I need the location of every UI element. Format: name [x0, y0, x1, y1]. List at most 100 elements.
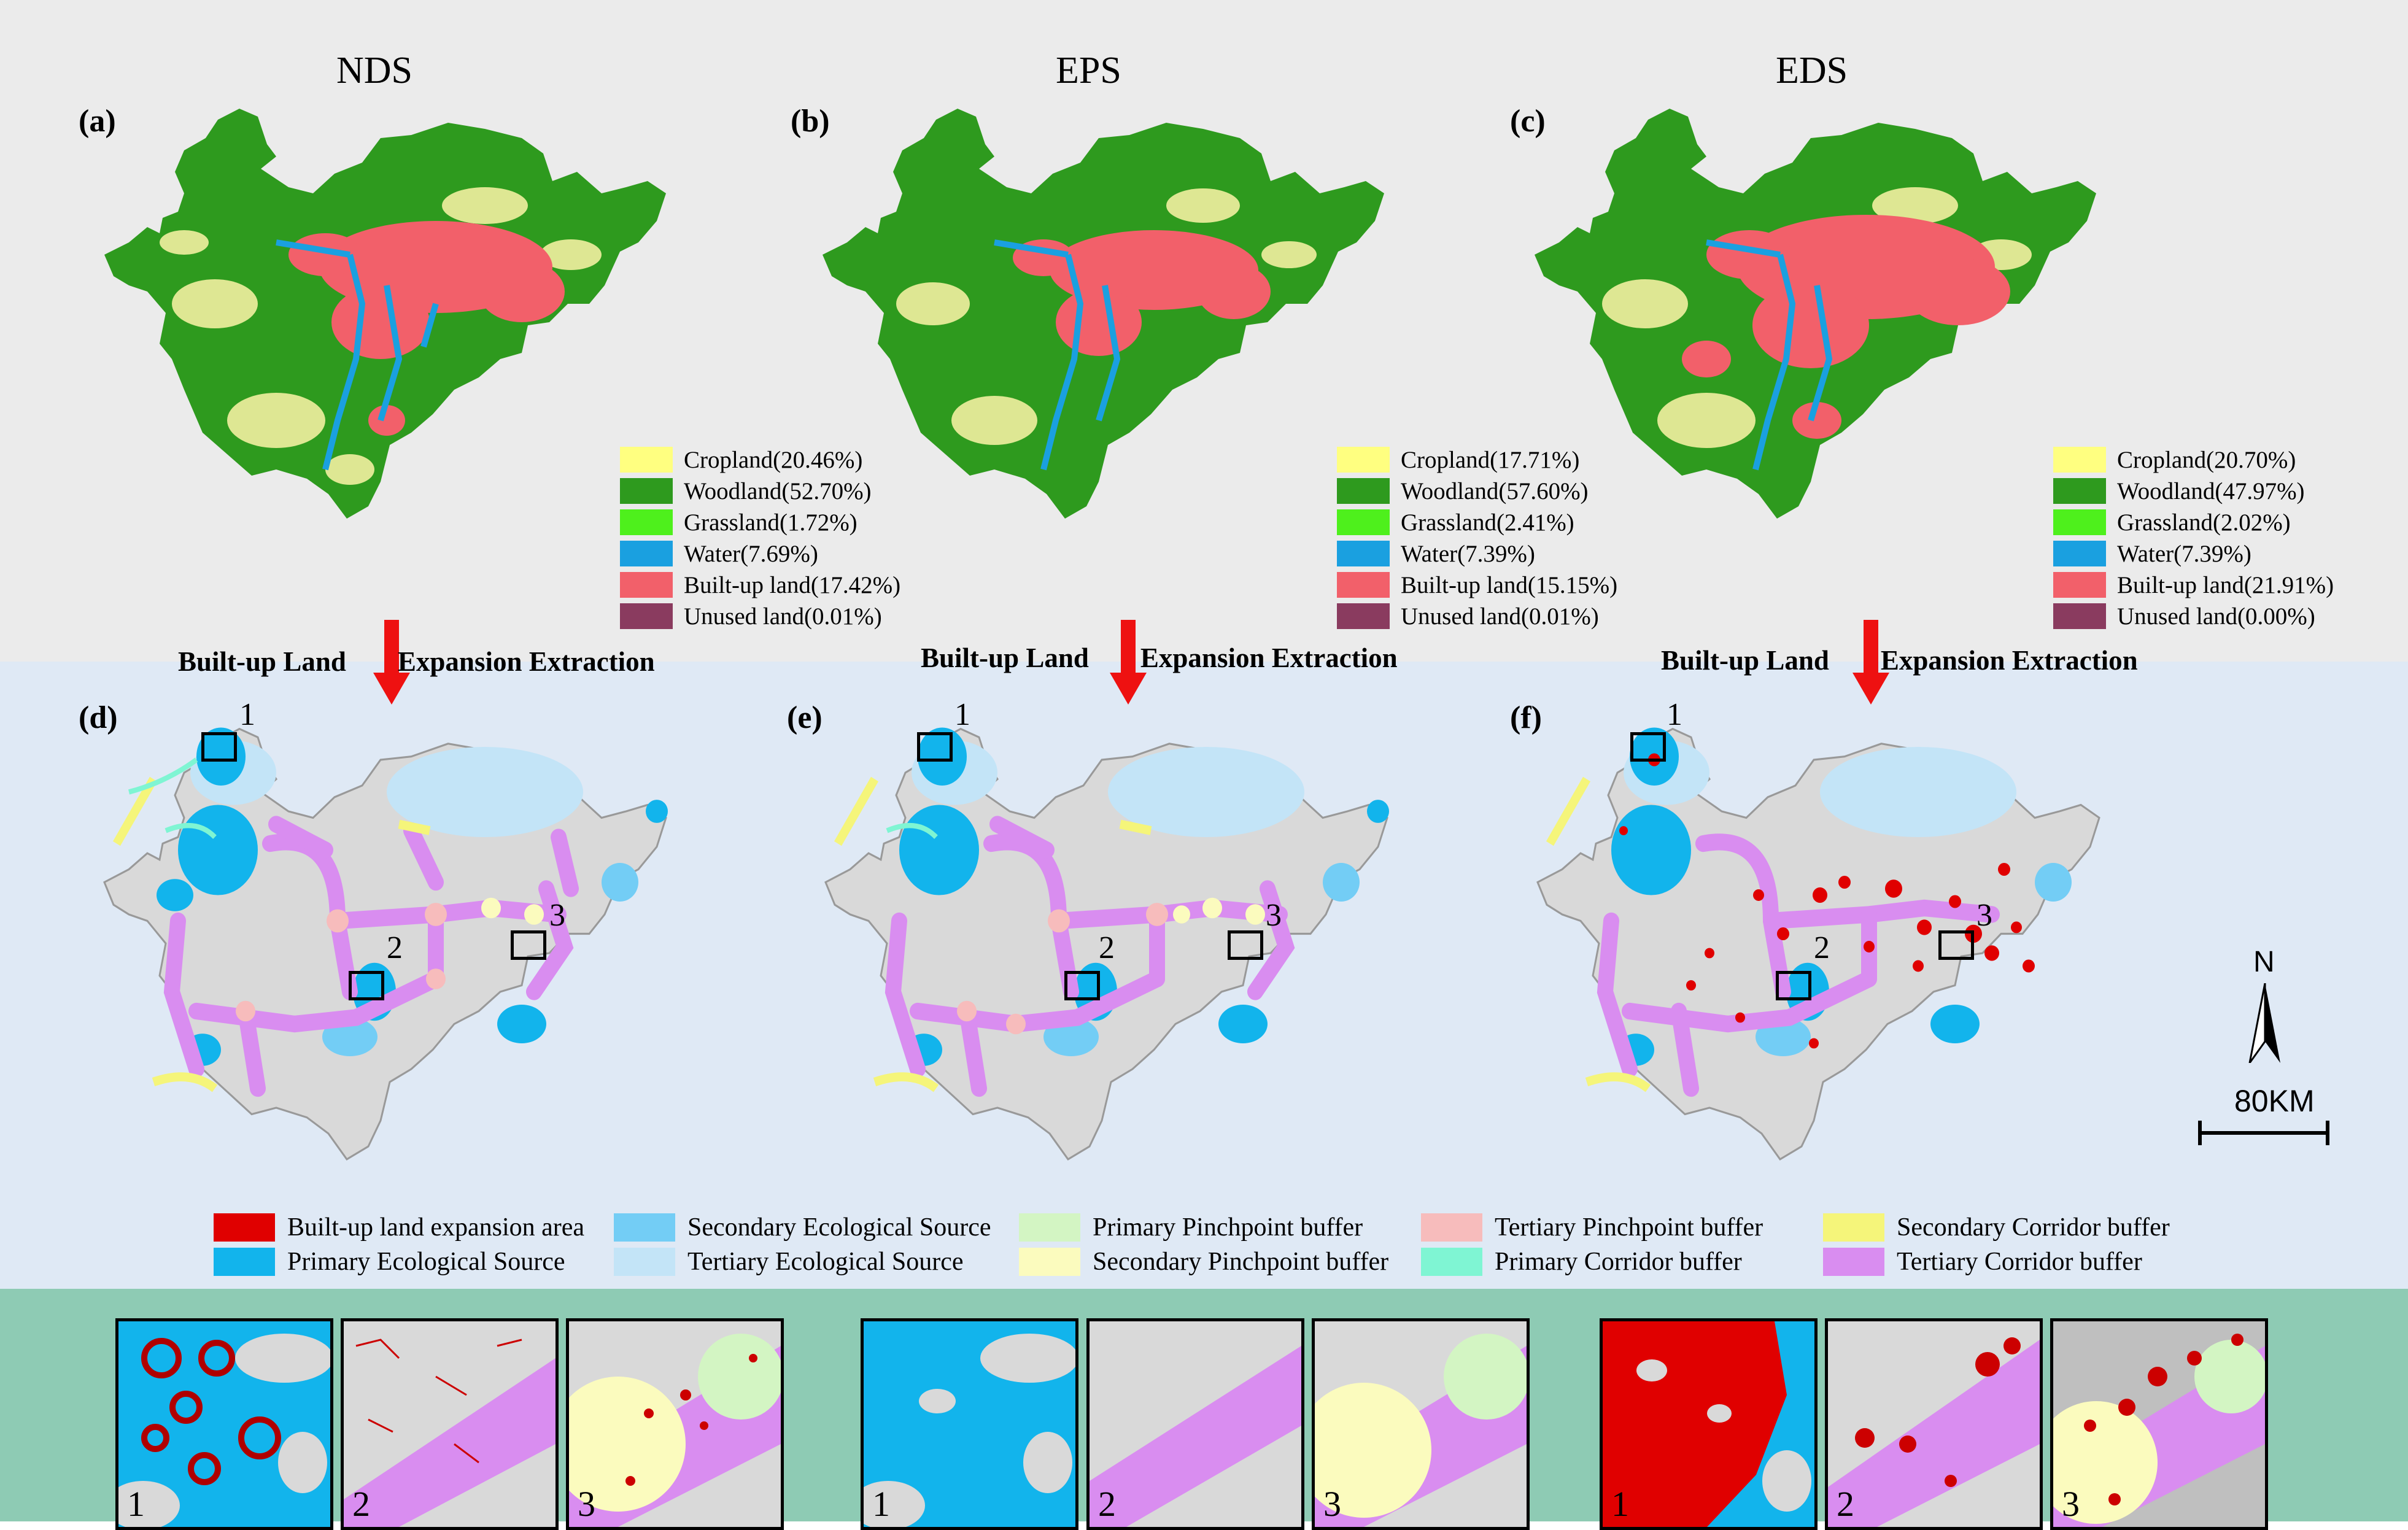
land-use-legend-eps: Cropland(17.71%) Woodland(57.60%) Grassl… — [1337, 446, 1656, 630]
inset-map — [1828, 1321, 2040, 1527]
scale-distance: 80KM — [2234, 1084, 2315, 1118]
legend-item: Tertiary Corridor buffer — [1823, 1247, 2142, 1277]
swatch — [1823, 1248, 1884, 1276]
legend-cropland: Cropland(20.46%) — [684, 446, 863, 473]
zone-label-eds-3: 3 — [1976, 898, 1992, 933]
inset-eds-1: 1 — [1600, 1318, 1818, 1530]
woodland-swatch — [620, 478, 673, 504]
legend-item: Secondary Ecological Source — [614, 1213, 991, 1242]
north-label: N — [2253, 946, 2275, 978]
unused-swatch — [1337, 603, 1390, 629]
grassland-swatch — [1337, 509, 1390, 535]
inset-eds-2: 2 — [1825, 1318, 2043, 1530]
down-arrow-icon — [373, 620, 410, 705]
inset-number: 2 — [352, 1484, 370, 1524]
water-lines — [276, 239, 439, 471]
inset-nds-3: 3 — [566, 1318, 784, 1530]
inset-number: 1 — [1611, 1484, 1629, 1524]
land-use-map-nds — [104, 109, 666, 519]
legend-water: Water(7.39%) — [1401, 540, 1535, 567]
network-legend: Built-up land expansion area Primary Eco… — [209, 1208, 2234, 1281]
panel-label-a: (a) — [79, 104, 116, 139]
panel-label-c: (c) — [1510, 104, 1546, 139]
inset-number: 2 — [1837, 1484, 1854, 1524]
legend-builtup: Built-up land(15.15%) — [1401, 571, 1618, 598]
zoom-box-nds-3 — [511, 930, 546, 960]
inset-number: 1 — [127, 1484, 145, 1524]
scenario-title-eps: EPS — [1056, 50, 1121, 91]
zone-label-eps-1: 1 — [954, 697, 970, 732]
swatch — [1421, 1213, 1482, 1242]
legend-grassland: Grassland(2.02%) — [2117, 509, 2291, 536]
secondary-corridor — [834, 776, 1152, 1092]
legend-item: Secondary Pinchpoint buffer — [1019, 1247, 1388, 1277]
secondary-corridor — [112, 776, 431, 1092]
legend-item: Primary Pinchpoint buffer — [1019, 1213, 1363, 1242]
inset-eps-2: 2 — [1086, 1318, 1304, 1530]
down-arrow-icon — [1110, 620, 1147, 705]
unused-swatch — [620, 603, 673, 629]
swatch — [1019, 1213, 1080, 1242]
legend-woodland: Woodland(57.60%) — [1401, 477, 1589, 504]
legend-cropland: Cropland(17.71%) — [1401, 446, 1580, 473]
inset-nds-1: 1 — [115, 1318, 333, 1530]
builtup-swatch — [620, 572, 673, 598]
extraction-label-eds: Built-up Land Expansion Extraction — [1661, 645, 2138, 676]
zoom-box-nds-1 — [201, 732, 237, 762]
swatch — [1019, 1248, 1080, 1276]
cropland-patches — [160, 187, 602, 485]
extraction-label-nds: Built-up Land Expansion Extraction — [178, 646, 655, 677]
zone-label-eps-2: 2 — [1099, 930, 1115, 965]
legend-builtup: Built-up land(17.42%) — [684, 571, 901, 598]
land-use-map-eds — [1535, 109, 2096, 519]
ecological-network-map-eps — [824, 727, 1389, 1161]
woodland-swatch — [2053, 478, 2106, 504]
panel-label-d: (d) — [79, 700, 118, 735]
builtup-patches — [1682, 215, 2010, 439]
legend-builtup: Built-up land(21.91%) — [2117, 571, 2334, 598]
legend-item: Built-up land expansion area — [214, 1213, 584, 1242]
water-swatch — [2053, 541, 2106, 566]
scale-bar-icon — [2198, 1121, 2329, 1145]
tertiary-pinchpoint — [236, 903, 447, 1022]
inset-map — [2053, 1321, 2265, 1527]
inset-map — [344, 1321, 556, 1527]
zoom-box-eps-2 — [1064, 971, 1100, 1000]
water-swatch — [1337, 541, 1390, 566]
water-lines — [994, 239, 1121, 471]
swatch — [214, 1213, 275, 1242]
scenario-title-nds: NDS — [336, 50, 413, 91]
water-lines — [1706, 239, 1833, 471]
legend-grassland: Grassland(2.41%) — [1401, 509, 1574, 536]
inset-nds-2: 2 — [341, 1318, 559, 1530]
zoom-box-eps-3 — [1228, 930, 1263, 960]
inset-map — [1603, 1321, 1814, 1527]
swatch — [614, 1248, 675, 1276]
cropland-patches — [1602, 187, 2032, 448]
inset-eps-3: 3 — [1312, 1318, 1530, 1530]
tertiary-corridor — [1597, 833, 2000, 1097]
legend-woodland: Woodland(52.70%) — [684, 477, 872, 504]
grassland-swatch — [2053, 509, 2106, 535]
legend-item: Secondary Corridor buffer — [1823, 1213, 2170, 1242]
zone-label-nds-2: 2 — [387, 930, 403, 965]
tertiary-pinchpoint — [957, 903, 1168, 1035]
inset-map — [569, 1321, 781, 1527]
zone-label-eds-2: 2 — [1814, 930, 1830, 965]
legend-unused: Unused land(0.01%) — [1401, 603, 1599, 630]
secondary-corridor — [1546, 776, 1651, 1092]
inset-number: 3 — [1323, 1484, 1341, 1524]
cropland-swatch — [1337, 447, 1390, 473]
inset-map — [864, 1321, 1075, 1527]
inset-map — [1090, 1321, 1301, 1527]
zone-label-nds-3: 3 — [549, 898, 565, 933]
north-arrow-scale: N 80KM — [2198, 945, 2394, 1166]
zoom-box-eds-2 — [1776, 971, 1811, 1000]
zoom-box-eds-1 — [1630, 732, 1666, 762]
legend-water: Water(7.39%) — [2117, 540, 2251, 567]
legend-item: Tertiary Ecological Source — [614, 1247, 964, 1277]
cropland-swatch — [620, 447, 673, 473]
panel-label-f: (f) — [1510, 700, 1542, 735]
land-use-legend-eds: Cropland(20.70%) Woodland(47.97%) Grassl… — [2053, 446, 2372, 630]
inset-number: 3 — [578, 1484, 595, 1524]
